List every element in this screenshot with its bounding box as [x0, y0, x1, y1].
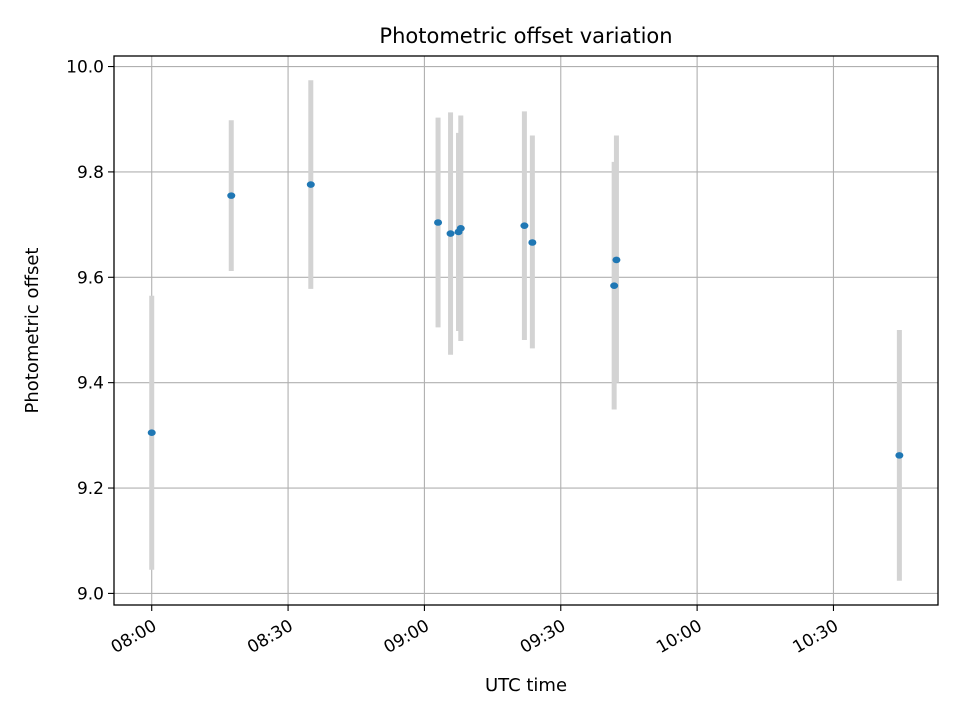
data-point: [434, 219, 443, 226]
x-tick-label: 08:00: [108, 616, 160, 658]
data-point: [610, 282, 619, 290]
data-point: [456, 224, 465, 232]
chart-title: Photometric offset variation: [379, 24, 672, 48]
x-axis-label: UTC time: [485, 675, 567, 696]
y-axis-label: Photometric offset: [22, 248, 43, 414]
data-point: [227, 192, 236, 199]
data-point: [520, 222, 529, 229]
x-tick-label: 09:00: [380, 616, 432, 658]
data-point: [147, 429, 156, 437]
y-tick-label: 9.4: [77, 374, 104, 394]
y-axis-ticks: 9.0 9.2 9.4 9.6 9.8 10.0: [66, 58, 114, 604]
x-axis-ticks: 08:00 08:30 09:00 09:30 10:00 10:30: [108, 605, 842, 658]
y-tick-label: 9.0: [77, 584, 104, 604]
error-bars: [149, 80, 902, 581]
x-tick-label: 08:30: [244, 616, 296, 658]
data-point: [446, 230, 455, 237]
data-points: [147, 181, 904, 459]
grid-lines: [114, 56, 938, 605]
data-point: [306, 181, 315, 188]
plot-frame: [113, 55, 939, 606]
x-tick-label: 09:30: [517, 616, 569, 658]
x-tick-label: 10:30: [790, 616, 842, 658]
data-point: [612, 256, 621, 264]
y-tick-label: 10.0: [66, 58, 104, 78]
x-tick-label: 10:00: [653, 616, 705, 658]
y-tick-label: 9.6: [77, 268, 104, 288]
data-point: [895, 452, 904, 459]
data-point: [528, 239, 537, 246]
y-tick-label: 9.2: [77, 479, 104, 499]
y-tick-label: 9.8: [77, 163, 104, 183]
